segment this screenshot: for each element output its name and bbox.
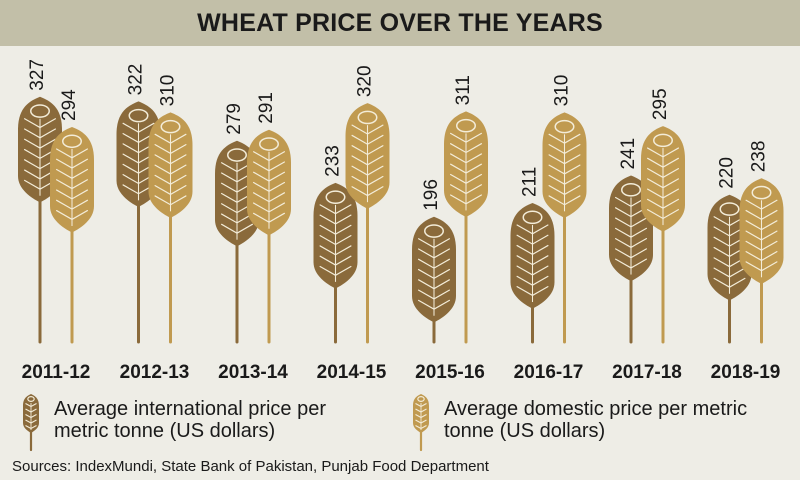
wheat-stalk-international-2014-15 [313,182,358,344]
category-label-2013-14: 2013-14 [218,362,288,383]
wheat-stalk-domestic-2016-17 [542,112,587,344]
category-label-2011-12: 2011-12 [22,362,91,383]
category-group-2013-14: 279 291 2013-14 [215,92,291,383]
category-group-2018-19: 220 238 2018-19 [707,141,784,383]
wheat-stalk-gold-icon [413,394,429,452]
wheat-stalk-dark-icon [23,394,39,452]
value-label-domestic-2018-19: 238 [749,141,770,173]
category-group-2017-18: 241 295 2017-18 [609,88,685,383]
legend-international: Average international price per metric t… [14,392,394,452]
wheat-stalk-domestic-2013-14 [247,129,291,344]
value-label-international-2018-19: 220 [717,157,738,189]
category-group-2015-16: 196 311 2015-16 [412,75,488,383]
sources-note: Sources: IndexMundi, State Bank of Pakis… [12,458,489,475]
value-label-domestic-2017-18: 295 [650,88,671,120]
category-group-2014-15: 233 320 2014-15 [313,65,390,383]
category-group-2011-12: 327 294 2011-12 [18,59,94,383]
chart-title: WHEAT PRICE OVER THE YEARS [197,8,603,37]
value-label-international-2012-13: 322 [126,64,147,96]
value-label-international-2014-15: 233 [323,145,344,177]
category-label-2015-16: 2015-16 [415,362,485,383]
value-label-domestic-2016-17: 310 [552,75,573,107]
value-label-domestic-2014-15: 320 [355,65,376,97]
value-label-international-2013-14: 279 [224,103,245,135]
wheat-stalk-domestic-2014-15 [345,103,390,344]
value-label-international-2017-18: 241 [618,138,639,170]
value-label-international-2015-16: 196 [421,179,442,211]
category-group-2012-13: 322 310 2012-13 [116,64,193,383]
wheat-stalk-domestic-2018-19 [739,178,784,344]
legend-international-label: Average international price per metric t… [54,398,327,442]
legend-domestic: Average domestic price per metric tonne … [404,392,794,452]
category-label-2014-15: 2014-15 [317,362,387,383]
wheat-stalk-international-2016-17 [510,203,555,344]
title-bar: WHEAT PRICE OVER THE YEARS [0,0,800,46]
value-label-domestic-2015-16: 311 [453,75,474,105]
legend-domestic-label: Average domestic price per metric tonne … [444,398,748,442]
category-group-2016-17: 211 310 2016-17 [510,75,587,383]
value-label-domestic-2012-13: 310 [158,75,179,107]
wheat-stalk-domestic-2011-12 [50,126,94,344]
category-label-2017-18: 2017-18 [612,362,682,383]
wheat-stalk-international-2015-16 [412,216,456,344]
value-label-domestic-2013-14: 291 [256,92,277,124]
value-label-international-2011-12: 327 [27,59,48,91]
category-label-2018-19: 2018-19 [711,362,781,383]
category-label-2016-17: 2016-17 [514,362,584,383]
wheat-stalk-domestic-2015-16 [444,111,488,344]
wheat-stalk-domestic-2012-13 [148,112,193,344]
category-label-2012-13: 2012-13 [120,362,190,383]
wheat-stalk-domestic-2017-18 [641,126,685,344]
value-label-international-2016-17: 211 [520,167,541,197]
value-label-domestic-2011-12: 294 [59,89,80,121]
